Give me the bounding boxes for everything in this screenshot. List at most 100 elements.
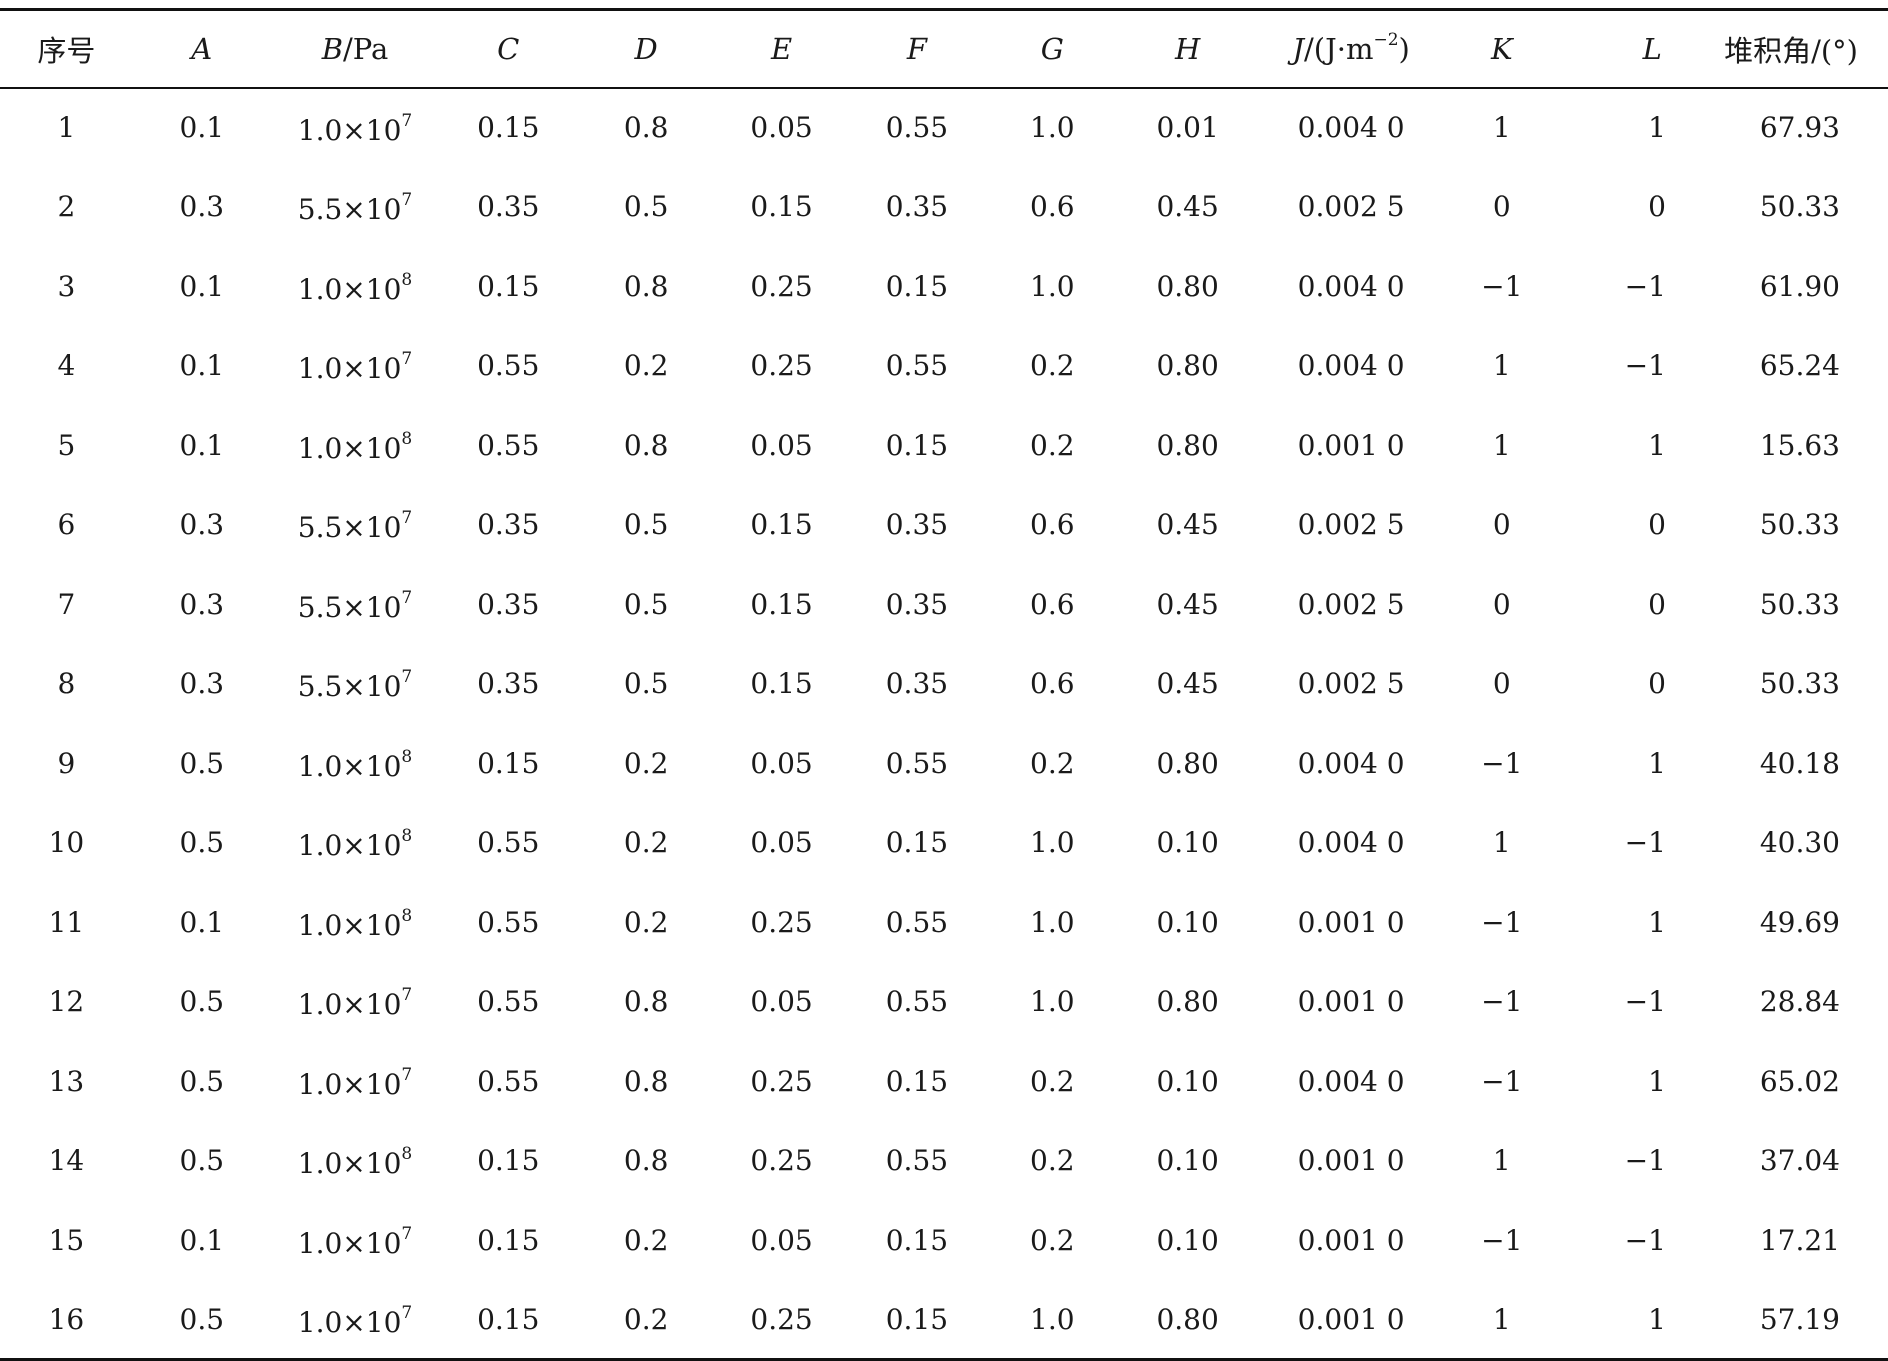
cell-b: 5.5×107 [271,485,440,565]
cell-e: 0.05 [750,826,813,860]
cell-f: 0.35 [885,667,949,701]
header-angle: 堆积角/(°) [1724,33,1858,68]
table-row: 2 0.3 5.5×107 0.35 0.5 0.15 0.35 0.6 0.45 0.002 5… [0,167,1888,247]
cell-h: 0.10 [1156,826,1219,860]
cell-c: 0.55 [477,985,540,1019]
cell-h: 0.10 [1156,905,1219,939]
cell-b-sci: 1.0×107 [298,349,413,386]
cell-index: 11 [48,905,85,939]
cell-g: 1.0 [1030,905,1075,939]
cell-g: 1.0 [1030,826,1075,860]
cell-g: 0.2 [1030,1064,1075,1098]
cell-f: 0.55 [885,746,949,780]
cell-angle: 50.33 [1759,190,1840,224]
cell-d: 0.2 [623,1302,669,1336]
cell-b-exponent: 7 [401,349,413,370]
header-row: 序号 A B/Pa C D E F G H J/(J·m−2) K L 堆积角/… [0,9,1888,88]
header-g-var: G [1040,31,1064,66]
cell-f: 0.55 [885,985,949,1019]
cell-h: 0.45 [1156,190,1219,224]
cell-a: 0.1 [179,349,225,383]
cell-b-mantissa: 1.0×10 [297,1226,402,1260]
cell-j: 0.001 0 [1297,428,1405,462]
table-row: 13 0.5 1.0×107 0.55 0.8 0.25 0.15 0.2 0.10 0.004 … [0,1042,1888,1122]
cell-b: 1.0×107 [271,962,440,1042]
cell-d: 0.5 [623,508,669,542]
cell-b-exponent: 8 [401,905,413,926]
cell-l: −1 [1624,985,1666,1019]
table-body: 1 0.1 1.0×107 0.15 0.8 0.05 0.55 1.0 0.01 0.004 0… [0,88,1888,1360]
cell-c: 0.55 [477,349,540,383]
header-h: H [1119,10,1257,88]
table-row: 16 0.5 1.0×107 0.15 0.2 0.25 0.15 1.0 0.80 0.001 … [0,1280,1888,1360]
cell-angle: 40.18 [1759,746,1840,780]
cell-e: 0.15 [750,587,813,621]
cell-k: 0 [1492,190,1511,224]
cell-h: 0.80 [1156,985,1219,1019]
table-row: 1 0.1 1.0×107 0.15 0.8 0.05 0.55 1.0 0.01 0.004 0… [0,88,1888,168]
cell-a: 0.3 [179,508,225,542]
cell-l: −1 [1624,269,1666,303]
cell-d: 0.5 [623,190,669,224]
table-row: 12 0.5 1.0×107 0.55 0.8 0.05 0.55 1.0 0.80 0.001 … [0,962,1888,1042]
cell-b-exponent: 7 [401,587,413,608]
cell-f: 0.55 [885,349,949,383]
cell-j: 0.004 0 [1297,111,1405,145]
cell-b-mantissa: 5.5×10 [297,511,402,545]
cell-e: 0.25 [750,349,813,383]
cell-a: 0.5 [179,826,225,860]
header-f-var: F [906,31,927,66]
cell-b-sci: 1.0×108 [298,1146,412,1181]
cell-k: 0 [1492,508,1511,542]
cell-a: 0.1 [179,905,225,939]
cell-b-exponent: 7 [401,667,413,688]
cell-c: 0.55 [477,905,540,939]
cell-f: 0.15 [885,1302,949,1336]
cell-angle: 49.69 [1759,905,1840,939]
cell-l: −1 [1624,1223,1666,1257]
data-table-container: 序号 A B/Pa C D E F G H J/(J·m−2) K L 堆积角/… [0,8,1888,1361]
cell-g: 1.0 [1030,269,1075,303]
header-a-var: A [191,31,213,66]
cell-b-exponent: 7 [401,190,413,211]
cell-b-sci: 1.0×107 [298,985,413,1022]
header-b: B/Pa [271,10,440,88]
cell-a: 0.5 [179,1302,225,1336]
cell-l: 1 [1648,1064,1666,1098]
cell-index: 4 [57,349,76,383]
cell-angle: 50.33 [1759,667,1840,701]
header-l-var: L [1642,31,1662,66]
cell-e: 0.25 [750,1064,813,1098]
cell-angle: 61.90 [1759,269,1840,303]
cell-f: 0.35 [885,190,949,224]
cell-e: 0.25 [750,1302,813,1336]
cell-g: 0.2 [1030,1144,1075,1178]
cell-b-mantissa: 1.0×10 [297,829,402,863]
cell-b-exponent: 8 [401,826,413,847]
cell-e: 0.15 [750,190,813,224]
cell-e: 0.05 [750,1223,813,1257]
header-k-var: K [1490,31,1513,66]
cell-a: 0.1 [179,428,225,462]
cell-g: 0.6 [1030,508,1075,542]
cell-b-exponent: 7 [401,985,413,1006]
cell-l: 1 [1648,428,1666,462]
cell-angle: 50.33 [1759,587,1840,621]
cell-j: 0.002 5 [1297,667,1405,701]
cell-l: −1 [1624,1144,1666,1178]
table-row: 8 0.3 5.5×107 0.35 0.5 0.15 0.35 0.6 0.45 0.002 5… [0,644,1888,724]
cell-d: 0.2 [623,905,669,939]
cell-angle: 40.30 [1759,826,1840,860]
cell-d: 0.2 [623,826,669,860]
cell-b-mantissa: 1.0×10 [297,1067,402,1101]
cell-j: 0.004 0 [1297,746,1405,780]
cell-g: 0.2 [1030,746,1075,780]
cell-g: 1.0 [1030,985,1075,1019]
cell-h: 0.80 [1156,269,1219,303]
cell-k: 1 [1492,826,1511,860]
cell-index: 16 [48,1302,85,1336]
header-e: E [715,10,848,88]
cell-c: 0.15 [477,1223,540,1257]
cell-e: 0.25 [750,905,813,939]
cell-d: 0.8 [623,1064,669,1098]
